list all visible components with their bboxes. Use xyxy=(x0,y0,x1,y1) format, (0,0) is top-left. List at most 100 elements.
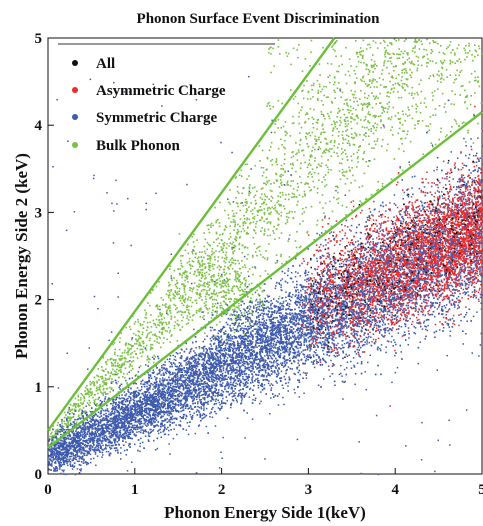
data-point xyxy=(242,221,244,224)
data-point xyxy=(129,364,132,367)
data-point xyxy=(361,80,363,82)
data-point xyxy=(172,297,175,299)
data-point xyxy=(459,61,462,63)
data-point xyxy=(211,247,214,250)
data-point xyxy=(114,362,116,364)
data-point xyxy=(234,177,237,179)
data-point xyxy=(304,183,306,185)
data-point xyxy=(105,360,108,363)
data-point xyxy=(222,309,225,311)
data-point xyxy=(373,86,376,88)
data-point xyxy=(141,340,144,343)
data-point xyxy=(478,47,481,50)
data-point xyxy=(132,356,135,359)
data-point xyxy=(207,268,210,271)
data-point xyxy=(229,301,231,303)
data-point xyxy=(240,202,242,204)
data-point xyxy=(181,319,183,322)
data-point xyxy=(183,301,186,303)
data-point xyxy=(209,265,212,267)
data-point xyxy=(131,351,133,354)
data-point xyxy=(213,275,215,278)
data-point xyxy=(63,411,66,414)
data-point xyxy=(329,141,332,143)
data-point xyxy=(440,77,443,79)
data-point xyxy=(49,435,51,438)
data-point xyxy=(431,99,434,101)
data-point xyxy=(361,126,364,128)
data-point xyxy=(345,206,348,208)
data-point xyxy=(291,196,293,199)
data-point xyxy=(288,210,291,213)
data-point xyxy=(438,74,440,77)
data-point xyxy=(220,266,222,268)
data-point xyxy=(346,102,348,104)
data-point xyxy=(270,46,272,49)
data-point xyxy=(362,76,364,79)
data-point xyxy=(251,309,253,312)
data-point xyxy=(65,424,68,427)
data-point xyxy=(136,339,138,341)
data-point xyxy=(383,41,386,43)
data-point xyxy=(312,122,314,125)
data-point xyxy=(148,339,151,342)
data-point xyxy=(454,52,456,54)
data-point xyxy=(117,380,120,383)
data-point xyxy=(173,294,175,297)
data-point xyxy=(425,49,428,51)
data-point xyxy=(356,100,358,103)
data-point xyxy=(430,52,432,55)
data-point xyxy=(156,341,158,343)
data-point xyxy=(441,67,444,70)
data-point xyxy=(268,198,270,200)
data-point xyxy=(225,333,227,335)
data-point xyxy=(66,420,69,423)
data-point xyxy=(217,274,220,277)
data-point xyxy=(341,204,344,207)
data-point xyxy=(218,264,220,267)
data-point xyxy=(311,168,314,170)
data-point xyxy=(61,422,63,425)
data-point xyxy=(174,321,177,323)
data-point xyxy=(244,163,247,166)
data-point xyxy=(180,264,183,267)
data-point xyxy=(204,238,207,241)
data-point xyxy=(118,364,121,366)
data-point xyxy=(188,257,191,260)
data-point xyxy=(69,416,71,418)
data-point xyxy=(411,60,413,63)
data-point xyxy=(406,78,409,81)
data-point xyxy=(302,149,305,152)
data-point xyxy=(333,76,336,78)
data-point xyxy=(374,41,377,44)
data-point xyxy=(282,125,285,128)
data-point xyxy=(263,208,266,210)
data-point xyxy=(123,357,125,360)
data-point xyxy=(212,303,214,305)
data-point xyxy=(378,77,381,79)
data-point xyxy=(191,265,194,267)
data-point xyxy=(115,371,117,373)
data-point xyxy=(89,380,91,383)
data-point xyxy=(161,304,164,306)
data-point xyxy=(133,323,136,325)
data-point xyxy=(388,105,390,108)
data-point xyxy=(382,123,384,126)
data-point xyxy=(344,125,347,128)
data-point xyxy=(397,82,399,85)
data-point xyxy=(278,213,280,215)
data-point xyxy=(219,201,221,204)
data-point xyxy=(454,74,457,76)
data-point xyxy=(207,243,210,246)
data-point xyxy=(464,52,467,54)
data-point xyxy=(230,263,232,266)
data-point xyxy=(221,296,223,298)
data-point xyxy=(124,367,127,370)
data-point xyxy=(246,286,248,289)
data-point xyxy=(102,394,105,397)
data-point xyxy=(198,272,201,274)
data-point xyxy=(186,262,189,264)
data-point xyxy=(109,391,111,393)
data-point xyxy=(243,218,246,220)
data-point xyxy=(228,318,231,321)
